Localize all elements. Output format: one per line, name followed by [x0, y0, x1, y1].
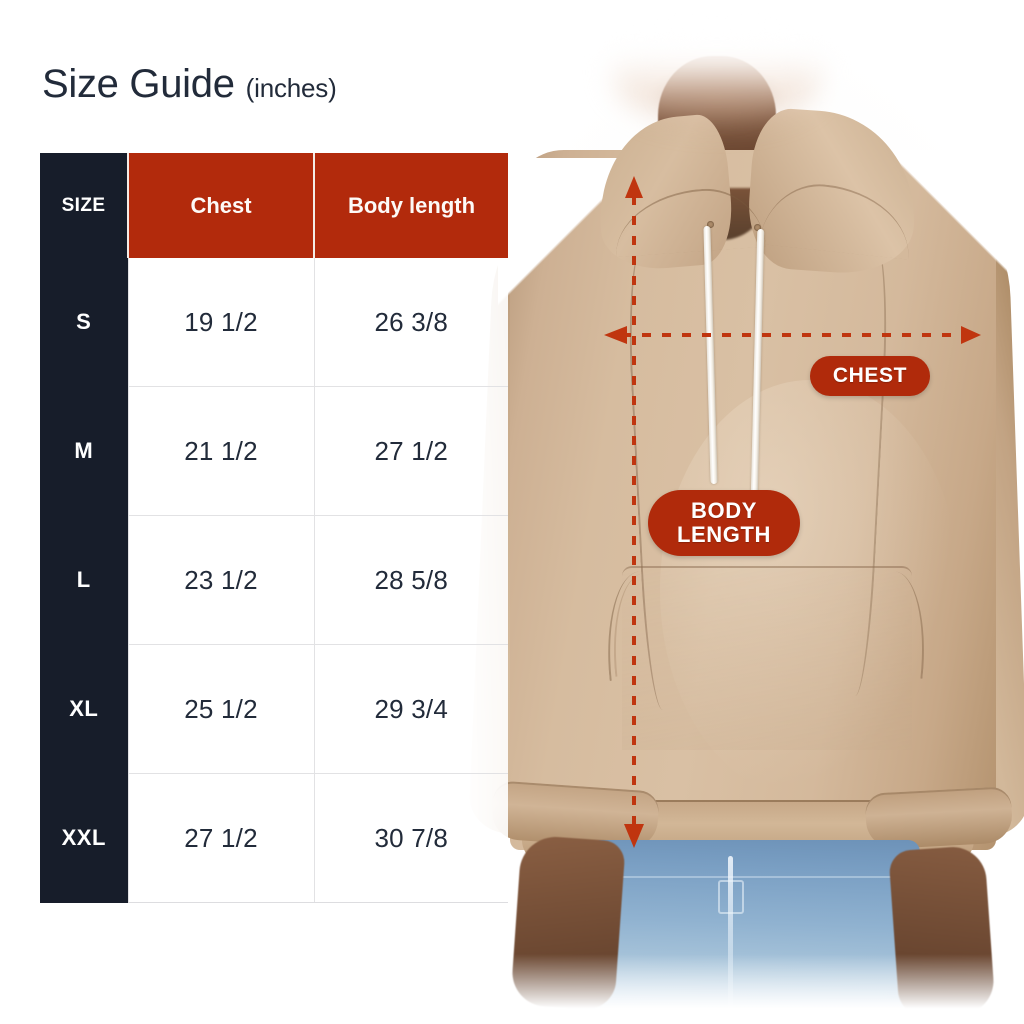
cell-body-length: 27 1/2	[313, 386, 508, 516]
drawstring-eyelet-left	[707, 221, 714, 228]
hoodie-kangaroo-pocket	[622, 566, 912, 750]
cell-chest: 21 1/2	[127, 386, 314, 516]
cell-chest: 23 1/2	[127, 515, 314, 645]
chest-label-badge: CHEST	[810, 356, 930, 396]
cell-size: L	[40, 515, 128, 645]
body-length-arrowhead-bottom	[624, 824, 644, 848]
column-header-body-length: Body length	[313, 153, 508, 258]
cell-body-length: 29 3/4	[313, 644, 508, 774]
body-length-label-badge: BODY LENGTH	[648, 490, 800, 556]
table-row: S 19 1/2 26 3/8	[40, 258, 508, 387]
cell-size: S	[40, 258, 128, 387]
cell-chest: 25 1/2	[127, 644, 314, 774]
cell-chest: 27 1/2	[127, 773, 314, 903]
page-title-main: Size Guide	[42, 62, 235, 106]
page-title-unit: (inches)	[245, 73, 337, 103]
cell-body-length: 28 5/8	[313, 515, 508, 645]
cell-size: XXL	[40, 773, 128, 903]
body-length-arrowhead-top	[625, 176, 643, 198]
column-header-size: SIZE	[40, 153, 128, 258]
cell-chest: 19 1/2	[127, 258, 314, 387]
product-photo: CHEST BODY LENGTH	[462, 0, 1024, 1024]
jeans-fly-seam	[728, 856, 733, 1016]
model-face-blur	[612, 18, 822, 128]
jeans-waistband	[594, 852, 916, 878]
table-row: M 21 1/2 27 1/2	[40, 386, 508, 516]
table-row: XXL 27 1/2 30 7/8	[40, 773, 508, 903]
drawstring-eyelet-right	[754, 224, 761, 231]
column-header-chest: Chest	[127, 153, 314, 258]
cell-body-length: 26 3/8	[313, 258, 508, 387]
table-row: XL 25 1/2 29 3/4	[40, 644, 508, 774]
page-title: Size Guide (inches)	[42, 62, 337, 107]
cell-body-length: 30 7/8	[313, 773, 508, 903]
measurement-arrows	[604, 176, 981, 848]
photo-bottom-fade	[462, 954, 1024, 1024]
table-header-row: SIZE Chest Body length	[40, 153, 508, 258]
jeans-belt-loop	[718, 880, 744, 914]
chest-arrowhead-right	[961, 326, 981, 344]
chest-arrowhead-left	[604, 326, 627, 344]
cell-size: M	[40, 386, 128, 516]
table-row: L 23 1/2 28 5/8	[40, 515, 508, 645]
size-chart-table: SIZE Chest Body length S 19 1/2 26 3/8 M…	[40, 153, 508, 903]
cell-size: XL	[40, 644, 128, 774]
